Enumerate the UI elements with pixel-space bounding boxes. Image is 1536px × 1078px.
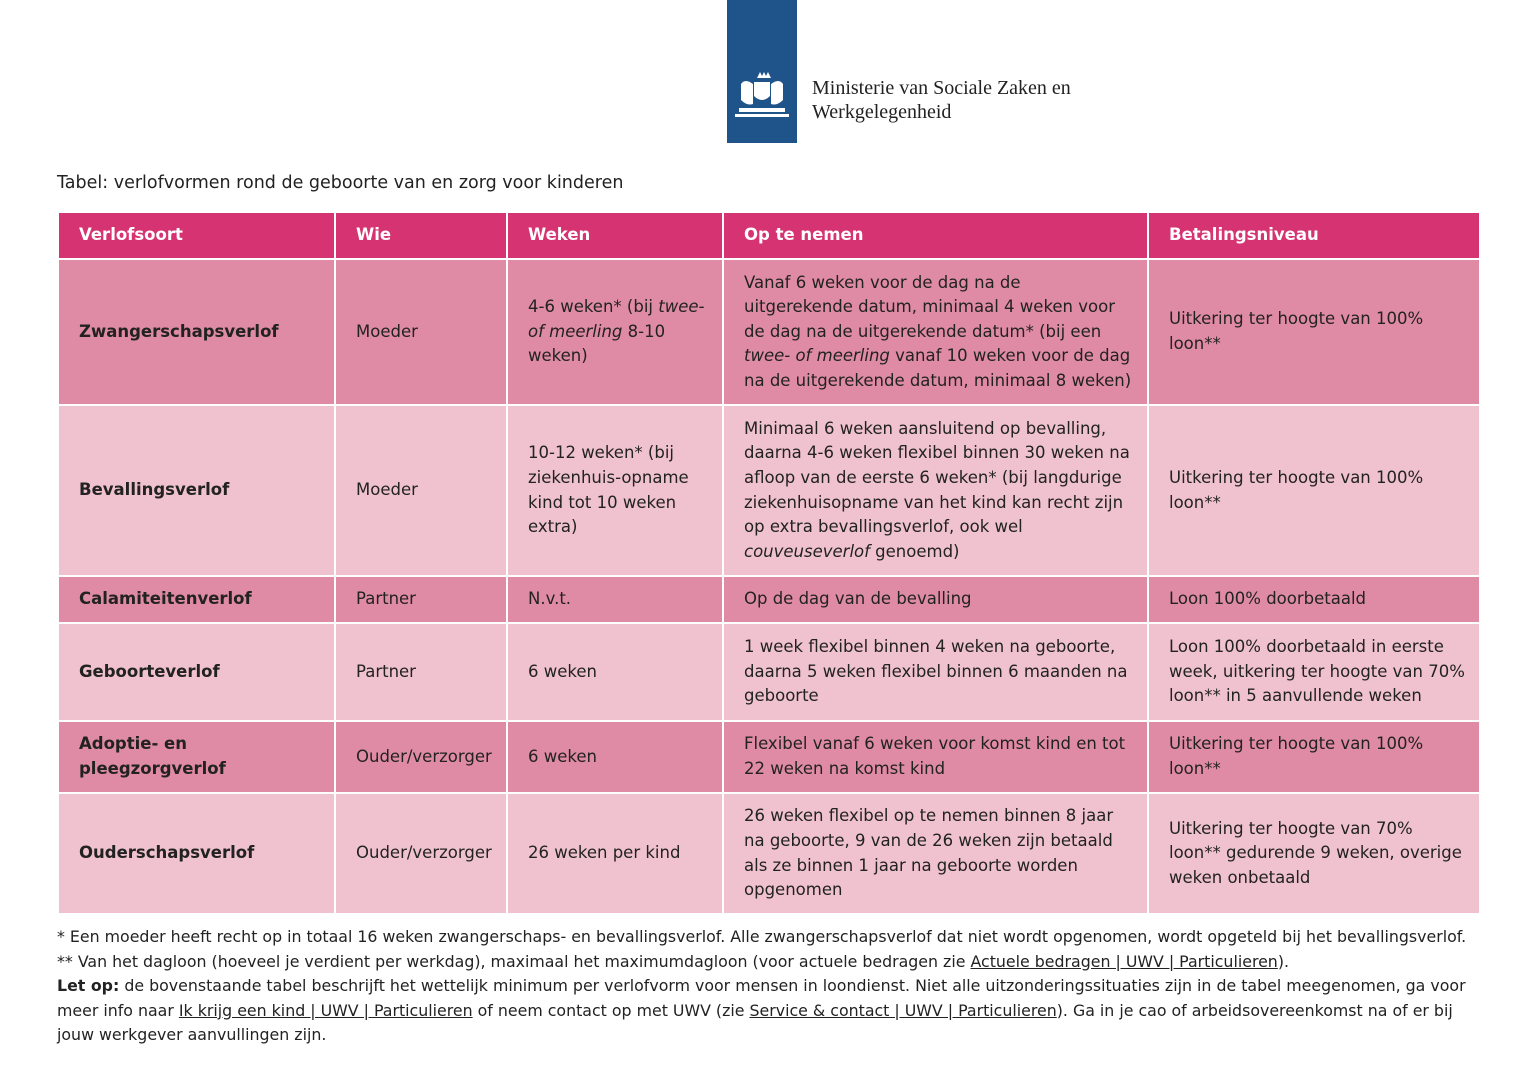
table-cell: Bevallingsverlof xyxy=(57,404,336,577)
table-row: Geboorteverlof Partner 6 weken 1 week flexi… xyxy=(57,622,1481,722)
header-row: Verlofsoort Wie Weken Op te nemen Betalingsn… xyxy=(57,211,1481,260)
table-cell: Ouder/verzorger xyxy=(334,720,508,794)
table-caption: Tabel: verlofvormen rond de geboorte van… xyxy=(57,173,624,193)
table-row: Bevallingsverlof Moeder 10-12 weken* (bij … xyxy=(57,404,1481,577)
leave-table: Verlofsoort Wie Weken Op te nemen Betalingsn… xyxy=(57,211,1481,915)
ministry-name: Ministerie van Sociale Zaken en Werkgele… xyxy=(812,76,1071,124)
text: ** Van het dagloon (hoeveel je verdient … xyxy=(57,951,971,971)
column-header: Wie xyxy=(334,211,508,260)
table-cell: 26 weken flexibel op te nemen binnen 8 j… xyxy=(722,792,1149,915)
bold-text: Let op: xyxy=(57,976,120,996)
table-row: Ouderschapsverlof Ouder/verzorger 26 weken… xyxy=(57,792,1481,915)
link[interactable]: Ik krijg een kind | UWV | Particulieren xyxy=(178,1000,473,1020)
table-row: Calamiteitenverlof Partner N.v.t. Op de dag… xyxy=(57,575,1481,624)
table-cell: 4-6 weken* (bij twee- of meerling 8-10 w… xyxy=(506,258,724,406)
table-cell: 26 weken per kind xyxy=(506,792,724,915)
italic-text: couveuseverlof xyxy=(744,541,870,561)
footnote: Let op: de bovenstaande tabel beschrijft… xyxy=(57,974,1477,1048)
italic-text: twee- of meerling xyxy=(744,346,890,366)
table-cell: Uitkering ter hoogte van 100% loon** xyxy=(1147,720,1481,794)
table-cell: Op de dag van de bevalling xyxy=(722,575,1149,624)
footnote: ** Van het dagloon (hoeveel je verdient … xyxy=(57,950,1477,975)
text: 4-6 weken* (bij xyxy=(528,297,659,317)
table-cell: Loon 100% doorbetaald in eerste week, ui… xyxy=(1147,622,1481,722)
italic-text: twee- of meerling xyxy=(528,297,705,341)
table-cell: 6 weken xyxy=(506,622,724,722)
table-cell: Vanaf 6 weken voor de dag na de uitgerek… xyxy=(722,258,1149,406)
link[interactable]: Service & contact | UWV | Particulieren xyxy=(749,1000,1057,1020)
link[interactable]: Actuele bedragen | UWV | Particulieren xyxy=(970,951,1278,971)
footnote: * Een moeder heeft recht op in totaal 16… xyxy=(57,925,1477,950)
table-cell: Adoptie- en pleegzorgverlof xyxy=(57,720,336,794)
table-row: Adoptie- en pleegzorgverlof Ouder/verzorg… xyxy=(57,720,1481,794)
text: ). xyxy=(1277,951,1290,971)
text: ). Ga in je cao of arbeidsovereenkomst n… xyxy=(57,1000,1453,1045)
column-header: Betalingsniveau xyxy=(1147,211,1481,260)
footnotes: * Een moeder heeft recht op in totaal 16… xyxy=(57,925,1477,1048)
table-cell: 6 weken xyxy=(506,720,724,794)
table-cell: Flexibel vanaf 6 weken voor komst kind e… xyxy=(722,720,1149,794)
logo xyxy=(727,0,797,143)
text: Vanaf 6 weken voor de dag na de uitgerek… xyxy=(744,272,1116,341)
table-cell: Minimaal 6 weken aansluitend op bevallin… xyxy=(722,404,1149,577)
coat-of-arms xyxy=(735,72,789,117)
table-cell: Partner xyxy=(334,575,508,624)
table-cell: Uitkering ter hoogte van 70% loon** gedu… xyxy=(1147,792,1481,915)
text: Minimaal 6 weken aansluitend op bevallin… xyxy=(744,418,1130,537)
table-cell: Zwangerschapsverlof xyxy=(57,258,336,406)
table-row: Zwangerschapsverlof Moeder 4-6 weken* (bij… xyxy=(57,258,1481,406)
text: * Een moeder heeft recht op in totaal 16… xyxy=(57,927,1467,946)
ministry-line: Werkgelegenheid xyxy=(812,101,952,123)
table-cell: 10-12 weken* (bij ziekenhuis-opname kind… xyxy=(506,404,724,577)
table-cell: N.v.t. xyxy=(506,575,724,624)
column-header: Verlofsoort xyxy=(57,211,336,260)
table-cell: Uitkering ter hoogte van 100% loon** xyxy=(1147,258,1481,406)
table-cell: Calamiteitenverlof xyxy=(57,575,336,624)
text: of neem contact op met UWV (zie xyxy=(472,1000,750,1020)
table-cell: Geboorteverlof xyxy=(57,622,336,722)
table-cell: Moeder xyxy=(334,404,508,577)
ministry-line: Ministerie van Sociale Zaken en xyxy=(812,77,1071,99)
table-cell: Uitkering ter hoogte van 100% loon** xyxy=(1147,404,1481,577)
table-cell: 1 week flexibel binnen 4 weken na geboor… xyxy=(722,622,1149,722)
table-cell: Loon 100% doorbetaald xyxy=(1147,575,1481,624)
table-cell: Partner xyxy=(334,622,508,722)
column-header: Weken xyxy=(506,211,724,260)
text: 8-10 weken) xyxy=(528,321,666,366)
table-cell: Moeder xyxy=(334,258,508,406)
column-header: Op te nemen xyxy=(722,211,1149,260)
text: de bovenstaande tabel beschrijft het wet… xyxy=(57,976,1466,1020)
text: genoemd) xyxy=(869,541,960,561)
table-cell: Ouderschapsverlof xyxy=(57,792,336,915)
text: vanaf 10 weken voor de dag na de uitgere… xyxy=(744,346,1132,390)
table-cell: Ouder/verzorger xyxy=(334,792,508,915)
